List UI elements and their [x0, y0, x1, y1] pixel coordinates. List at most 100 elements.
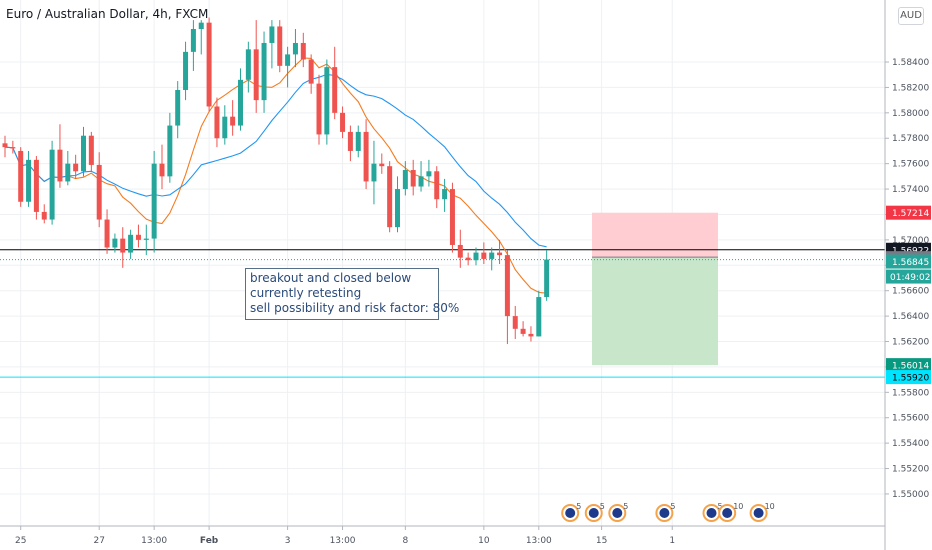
- event-count-label: 5: [576, 502, 581, 511]
- candle: [395, 189, 400, 228]
- y-tick-label: 1.58200: [892, 83, 929, 93]
- candle: [26, 159, 32, 202]
- event-count-label: 10: [765, 502, 775, 511]
- time-axis-bg: [0, 526, 932, 550]
- event-count-label: 5: [718, 502, 723, 511]
- candle: [73, 163, 79, 172]
- support-price-tag-bg: [886, 370, 931, 385]
- countdown-tag: 01:49:02: [886, 269, 931, 284]
- candle: [324, 67, 330, 135]
- candle: [300, 42, 306, 60]
- event-count-label: 10: [733, 502, 743, 511]
- candle: [49, 149, 55, 220]
- candle: [285, 54, 291, 66]
- economic-event-marker: 10: [718, 502, 743, 522]
- candle: [292, 42, 298, 55]
- x-tick-label: 25: [15, 536, 26, 546]
- candle: [308, 59, 314, 84]
- candle: [387, 166, 393, 228]
- candle: [2, 143, 8, 148]
- target-price-tag-text: 1.56014: [892, 362, 929, 372]
- reward-zone: [592, 257, 718, 366]
- x-tick-label: 1: [669, 536, 675, 546]
- flag-icon: [706, 508, 717, 518]
- candle: [434, 171, 440, 200]
- y-tick-label: 1.55800: [892, 388, 929, 398]
- candle: [57, 149, 63, 182]
- candle: [143, 238, 149, 240]
- candle: [379, 163, 385, 167]
- candle: [33, 159, 39, 212]
- candle: [81, 135, 86, 172]
- candle: [465, 257, 471, 261]
- candle: [238, 79, 243, 126]
- y-tick-label: 1.57400: [892, 185, 929, 195]
- event-count-label: 5: [600, 502, 605, 511]
- x-tick-label: 3: [285, 536, 291, 546]
- event-count-label: 5: [623, 502, 628, 511]
- candle: [120, 238, 126, 253]
- candle: [183, 51, 189, 90]
- last-price-tag-bg: [886, 254, 931, 269]
- candle: [332, 67, 338, 113]
- support-price-tag: 1.55920: [886, 370, 931, 385]
- candle: [96, 164, 102, 220]
- candle: [151, 163, 157, 239]
- candle: [230, 116, 236, 126]
- target-price-tag-bg: [886, 358, 931, 373]
- y-tick-label: 1.57000: [892, 236, 929, 246]
- symbol-title: Euro / Australian Dollar, 4h, FXCM: [6, 7, 209, 21]
- target-price-tag: 1.56014: [886, 358, 931, 373]
- economic-event-marker: 10: [749, 502, 775, 522]
- y-tick-label: 1.58000: [892, 109, 929, 119]
- annotation-line-1: breakout and closed below: [250, 271, 412, 285]
- candle: [206, 22, 212, 107]
- x-tick-label: 8: [402, 536, 408, 546]
- candle: [340, 112, 346, 132]
- y-tick-label: 1.55400: [892, 439, 929, 449]
- y-tick-label: 1.55200: [892, 465, 929, 475]
- candle: [426, 171, 432, 177]
- candle: [214, 106, 220, 139]
- candle: [222, 116, 228, 139]
- candle: [190, 29, 196, 52]
- flag-icon: [565, 508, 576, 518]
- moving-average-line: [4, 57, 547, 294]
- candle: [402, 170, 408, 190]
- candle: [418, 176, 424, 187]
- text-annotation[interactable]: breakout and closed below currently rete…: [245, 268, 460, 320]
- candle: [269, 26, 275, 43]
- currency-button[interactable]: AUD: [898, 7, 924, 25]
- economic-event-marker: 5: [608, 502, 628, 522]
- x-tick-label: 10: [478, 536, 490, 546]
- candles: [2, 17, 550, 345]
- countdown-bg: [886, 269, 931, 284]
- y-tick-label: 1.56600: [892, 287, 929, 297]
- candle: [261, 42, 267, 101]
- candle: [198, 22, 204, 29]
- grid-lines: [0, 0, 885, 526]
- flag-icon: [722, 508, 733, 518]
- candle: [410, 170, 416, 187]
- y-tick-label: 1.57600: [892, 160, 929, 170]
- countdown-text: 01:49:02: [890, 273, 930, 283]
- candle: [355, 131, 361, 151]
- x-tick-label: 15: [596, 536, 607, 546]
- candle: [489, 252, 495, 259]
- candle: [128, 234, 134, 253]
- candle: [277, 26, 283, 66]
- x-tick-label: 13:00: [526, 536, 552, 546]
- candle: [112, 238, 118, 248]
- candle: [253, 49, 259, 101]
- y-tick-label: 1.57800: [892, 134, 929, 144]
- event-count-label: 5: [670, 502, 675, 511]
- candle: [159, 163, 165, 177]
- annotation-line-3: sell possibility and risk factor: 80%: [250, 301, 460, 315]
- flag-icon: [612, 508, 623, 518]
- support-price-tag-text: 1.55920: [892, 374, 929, 384]
- candle: [88, 135, 94, 165]
- candle: [167, 125, 173, 177]
- risk-zone: [592, 212, 718, 258]
